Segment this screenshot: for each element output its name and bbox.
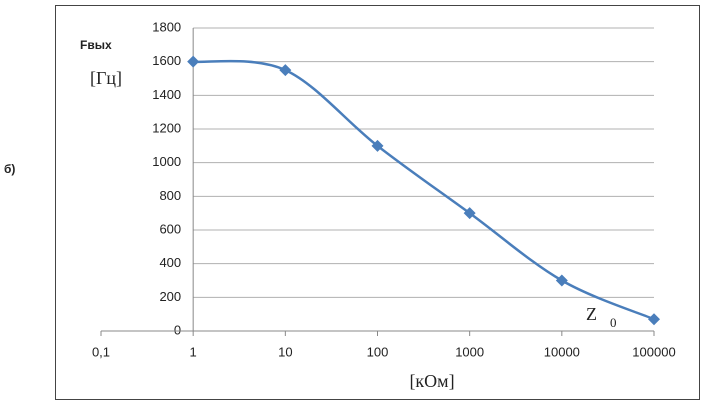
marker	[187, 55, 200, 68]
annotation-sub: 0	[610, 315, 617, 330]
x-tick-label: 10000	[544, 344, 580, 359]
y-tick-label: 200	[159, 289, 181, 304]
frame	[55, 5, 700, 400]
x-tick-label: 1	[190, 344, 197, 359]
x-tick-label: 0,1	[92, 344, 110, 359]
y-tick-label: 1000	[152, 154, 181, 169]
marker	[279, 64, 292, 77]
marker	[371, 139, 384, 152]
y-label: Fвых	[80, 38, 112, 52]
marker	[555, 274, 568, 287]
y-tick-label: 1200	[152, 120, 181, 135]
marker	[648, 313, 660, 326]
panel-label: б)	[4, 162, 15, 176]
y-tick-label: 400	[159, 255, 181, 270]
y-tick-label: 1800	[152, 19, 181, 34]
x-tick-label: 100	[367, 344, 389, 359]
y-tick-label: 1400	[152, 87, 181, 102]
y-tick-label: 1600	[152, 53, 181, 68]
x-label: [кОм]	[409, 371, 454, 391]
x-tick-label: 1000	[455, 344, 484, 359]
y-unit: [Гц]	[90, 68, 122, 88]
y-tick-label: 800	[159, 188, 181, 203]
marker	[463, 207, 476, 220]
x-tick-label: 10	[278, 344, 292, 359]
series-line	[193, 59, 655, 321]
annotation: Z	[586, 304, 597, 324]
y-tick-label: 0	[174, 322, 181, 337]
y-tick-label: 600	[159, 221, 181, 236]
x-tick-label: 100000	[632, 344, 675, 359]
